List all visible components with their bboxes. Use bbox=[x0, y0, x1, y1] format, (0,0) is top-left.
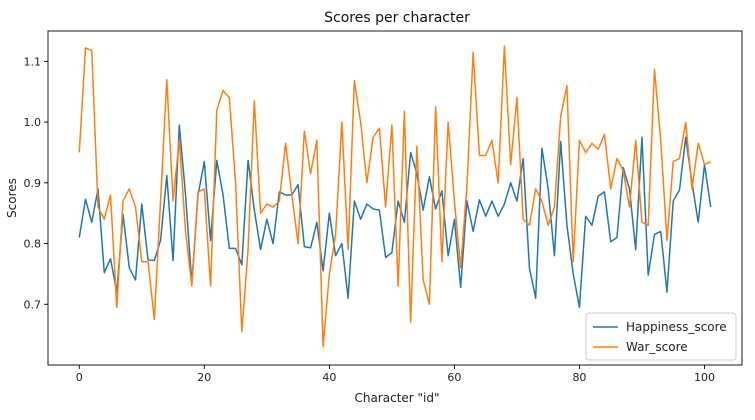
plot-lines bbox=[78, 45, 712, 348]
x-tick-label: 0 bbox=[76, 371, 83, 384]
y-tick-label: 1.1 bbox=[24, 55, 42, 68]
x-axis-label: Character "id" bbox=[354, 391, 439, 405]
y-axis-label: Scores bbox=[5, 178, 19, 218]
y-tick-label: 0.9 bbox=[24, 177, 42, 190]
legend-label: War_score bbox=[626, 340, 688, 354]
y-axis-ticks: 0.7 0.8 0.9 1.0 1.1 bbox=[24, 55, 48, 311]
x-tick-label: 40 bbox=[322, 371, 336, 384]
y-tick-label: 1.0 bbox=[24, 116, 42, 129]
x-axis-ticks: 0 20 40 60 80 100 bbox=[76, 365, 715, 384]
legend-box bbox=[585, 312, 737, 361]
chart-title: Scores per character bbox=[324, 10, 470, 26]
x-tick-label: 20 bbox=[197, 371, 211, 384]
legend-label: Happiness_score bbox=[626, 320, 727, 334]
plot-frame bbox=[47, 30, 743, 366]
series-line-war-score bbox=[78, 45, 712, 348]
y-tick-label: 0.8 bbox=[24, 238, 42, 251]
x-tick-label: 80 bbox=[572, 371, 586, 384]
x-tick-label: 100 bbox=[694, 371, 715, 384]
y-tick-label: 0.7 bbox=[24, 298, 42, 311]
legend: Happiness_score War_score bbox=[585, 312, 737, 361]
x-tick-label: 60 bbox=[447, 371, 461, 384]
series-line-happiness-score bbox=[78, 124, 712, 309]
